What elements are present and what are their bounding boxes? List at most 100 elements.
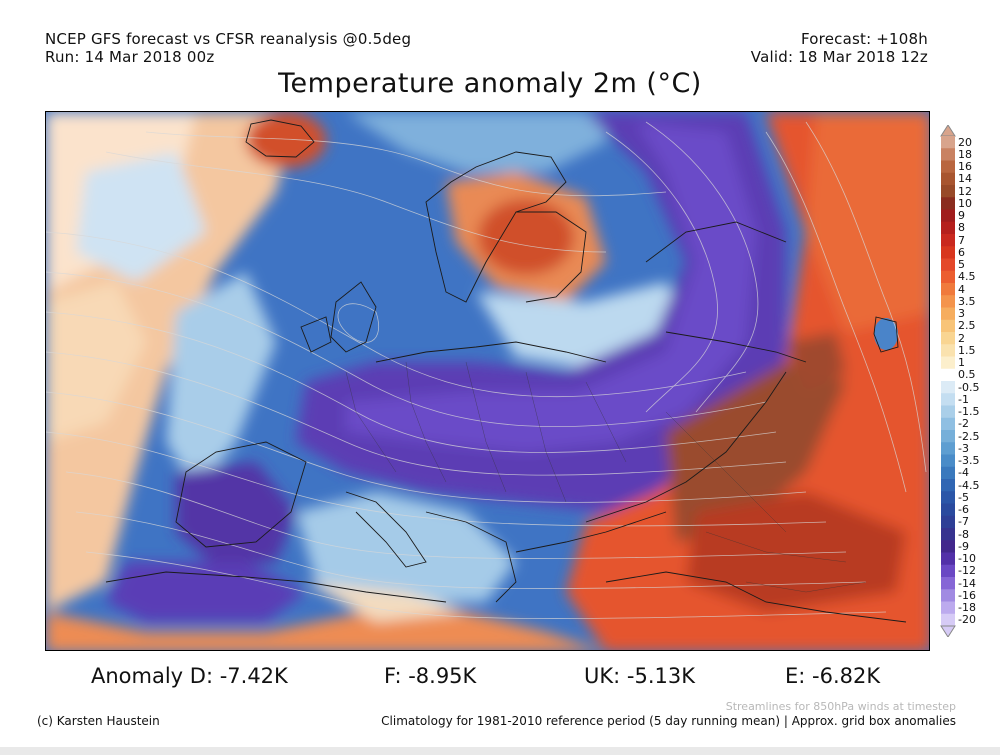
temperature-anomaly-map [45,111,930,651]
anomaly-germany: Anomaly D: -7.42K [91,664,288,688]
copyright-note: (c) Karsten Haustein [37,714,160,728]
colorbar-swatch [941,577,955,590]
colorbar-tick-label: 0.5 [958,368,976,382]
colorbar-tick-label: 6 [958,245,965,259]
colorbar-tick-label: -3.5 [958,454,980,468]
colorbar-swatch [941,454,955,468]
colorbar-swatch [941,381,955,394]
colorbar-tick-label: -7 [958,515,969,529]
climatology-note: Climatology for 1981-2010 reference peri… [381,714,956,728]
colorbar-swatches [941,136,955,627]
anomaly-france: F: -8.95K [384,664,477,688]
country-borders [345,361,867,593]
colorbar-swatch [941,479,955,492]
colorbar-swatch [941,344,955,357]
colorbar-swatch [941,172,955,186]
colorbar-tick-label: 1.5 [958,343,976,357]
anomaly-shading [46,112,929,650]
colorbar-swatch [941,528,955,541]
colorbar-tick-label: 10 [958,196,972,210]
colorbar-swatch [941,209,955,223]
colorbar-tick-label: -0.5 [958,380,980,394]
colorbar-swatch [941,160,955,174]
colorbar-top-arrow [940,125,956,137]
colorbar-tick-label: -6 [958,503,969,517]
colorbar-bottom-arrow [940,625,956,637]
streamlines-note: Streamlines for 850hPa winds at timestep [725,700,956,713]
colorbar-tick-label: 4 [958,282,965,296]
colorbar-swatch [941,283,955,296]
colorbar-swatch [941,234,955,247]
colorbar-legend: 20 18 16 14 12 10 9 8 7 6 5 4.5 4 3.5 3 2.5 2 1.5 1 0.5 -0.5… [938,125,1000,637]
colorbar-tick-label: 3 [958,307,965,321]
colorbar-swatch [941,197,955,210]
colorbar-tick-label: -18 [958,601,976,615]
colorbar-swatch [941,491,955,504]
colorbar-tick-label: 8 [958,221,965,235]
colorbar-tick-label: -14 [958,576,976,590]
colorbar-swatch [941,613,955,627]
forecast-hour: Forecast: +108h [801,30,928,48]
colorbar-tick-label: -8 [958,527,969,541]
colorbar-swatch [941,430,955,443]
colorbar-swatch [941,368,955,382]
colorbar-swatch [941,270,955,284]
colorbar-swatch [941,393,955,406]
colorbar-swatch [941,540,955,553]
colorbar-swatch [941,417,955,431]
colorbar-tick-label: 1 [958,356,965,370]
run-time: Run: 14 Mar 2018 00z [45,48,215,66]
colorbar-tick-label: 14 [958,172,972,186]
colorbar-tick-label: 18 [958,147,972,161]
colorbar-swatch [941,552,955,566]
colorbar-swatch [941,258,955,272]
colorbar-swatch [941,601,955,615]
colorbar-tick-label: -5 [958,490,969,504]
colorbar-tick-label: -10 [958,552,976,566]
model-description: NCEP GFS forecast vs CFSR reanalysis @0.… [45,30,412,48]
colorbar-tick-label: -1 [958,392,969,406]
colorbar-swatch [941,307,955,321]
colorbar-swatch [941,356,955,370]
colorbar-swatch [941,136,955,149]
bottom-scrollbar-track [0,747,1000,755]
map-canvas [46,112,929,650]
colorbar-tick-label: -12 [958,564,976,578]
anomaly-spain: E: -6.82K [785,664,881,688]
colorbar-tick-label: 2 [958,331,965,345]
colorbar-swatch [941,246,955,259]
colorbar-tick-label: -3 [958,441,969,455]
colorbar-tick-label: 7 [958,233,965,247]
colorbar-tick-label: -16 [958,588,976,602]
colorbar-tick-label: 16 [958,160,972,174]
colorbar-swatch [941,295,955,308]
colorbar-swatch [941,503,955,517]
colorbar-tick-label: 20 [958,135,972,149]
colorbar-tick-label: -9 [958,539,969,553]
colorbar-tick-label: 2.5 [958,319,976,333]
coastlines [105,119,907,623]
colorbar-tick-label: -1.5 [958,405,980,419]
colorbar-swatch [941,148,955,161]
colorbar-tick-label: -20 [958,613,976,627]
colorbar-swatch [941,405,955,419]
colorbar-swatch [941,564,955,578]
colorbar-tick-label: -2.5 [958,429,980,443]
colorbar-tick-label: 4.5 [958,270,976,284]
run-info: NCEP GFS forecast vs CFSR reanalysis @0.… [45,30,411,66]
colorbar-swatch [941,466,955,480]
valid-time: Valid: 18 Mar 2018 12z [750,48,928,66]
valid-info: Forecast: +108h Valid: 18 Mar 2018 12z [751,30,928,66]
colorbar-swatch [941,442,955,455]
colorbar-tick-label: 3.5 [958,294,976,308]
colorbar-swatch [941,332,955,345]
anomaly-uk: UK: -5.13K [584,664,695,688]
colorbar-swatch [941,185,955,198]
colorbar-tick-label: 9 [958,209,965,223]
colorbar-tick-label: -2 [958,417,969,431]
colorbar-swatch [941,319,955,333]
map-title: Temperature anomaly 2m (°C) [278,68,702,99]
colorbar-swatch [941,515,955,529]
colorbar-tick-label: 12 [958,184,972,198]
colorbar-tick-label: -4.5 [958,478,980,492]
